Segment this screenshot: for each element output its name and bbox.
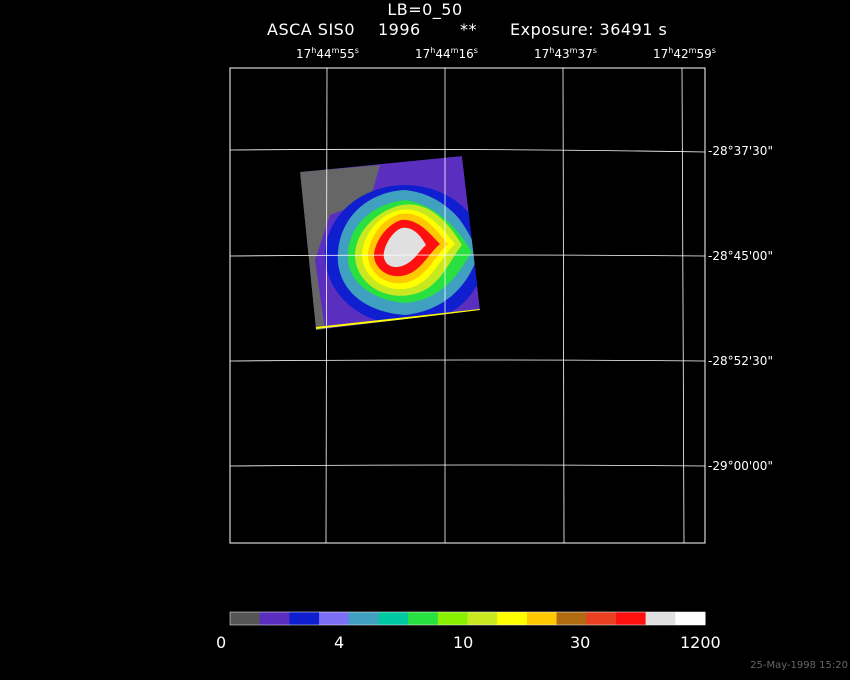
colorbar-swatch: [586, 612, 617, 625]
dec-label-4: -29°00'00": [708, 459, 773, 473]
colorbar-swatch: [497, 612, 528, 625]
dec-label-2: -28°45'00": [708, 249, 773, 263]
colorbar-swatch: [408, 612, 439, 625]
instrument-label: ASCA SIS0: [267, 20, 356, 39]
coordinate-grid: [229, 67, 706, 544]
colorbar-tick-4: 4: [334, 633, 345, 652]
colorbar-swatch: [230, 612, 261, 625]
colorbar-frame: [229, 611, 706, 626]
colorbar-tick-1200: 1200: [680, 633, 721, 652]
colorbar-swatch: [467, 612, 498, 625]
ra-label-1: 17h44m55s: [296, 46, 359, 61]
colorbar-tick-0: 0: [216, 633, 227, 652]
year-label: 1996: [378, 20, 421, 39]
colorbar-swatch: [437, 612, 468, 625]
flag-label: **: [460, 20, 477, 39]
colorbar-swatch: [289, 612, 320, 625]
exposure-label: Exposure: 36491 s: [510, 20, 668, 39]
colorbar: [230, 612, 706, 625]
ra-label-4: 17h42m59s: [653, 46, 716, 61]
colorbar-swatch: [615, 612, 647, 625]
colorbar-swatch: [259, 612, 290, 625]
colorbar-swatch: [348, 612, 379, 625]
timestamp-footer: 25-May-1998 15:20: [750, 660, 848, 671]
dec-label-1: -28°37'30": [708, 144, 773, 158]
plot-frame: [229, 67, 706, 544]
colorbar-tick-10: 10: [453, 633, 474, 652]
colorbar-swatch: [645, 612, 676, 625]
colorbar-swatch: [675, 612, 706, 625]
colorbar-swatch: [378, 612, 409, 625]
colorbar-swatch: [526, 612, 558, 625]
detector-image: [300, 156, 480, 330]
colorbar-swatch: [319, 612, 350, 625]
colorbar-tick-30: 30: [570, 633, 591, 652]
band-title: LB=0_50: [387, 0, 463, 19]
ra-label-3: 17h43m37s: [534, 46, 597, 61]
colorbar-swatch: [556, 612, 587, 625]
dec-label-3: -28°52'30": [708, 354, 773, 368]
ra-label-2: 17h44m16s: [415, 46, 478, 61]
